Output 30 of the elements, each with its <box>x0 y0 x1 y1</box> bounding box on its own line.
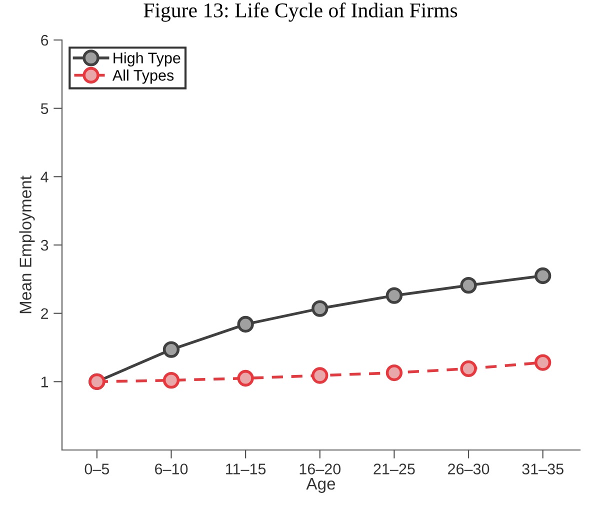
y-tick-label: 6 <box>41 34 48 46</box>
point <box>386 364 403 382</box>
point <box>386 287 403 304</box>
point <box>460 276 477 294</box>
point <box>237 316 254 333</box>
x-tick-label: 21–25 <box>374 464 415 474</box>
chart-title: Figure 13: Life Cycle of Indian Firms <box>144 2 458 22</box>
y-tick-label: 4 <box>40 172 48 182</box>
point <box>237 370 254 387</box>
point <box>312 300 328 317</box>
y-tick-label: 2 <box>41 308 48 319</box>
point <box>162 341 180 358</box>
point <box>534 354 552 371</box>
x-tick-label: 0–5 <box>84 464 110 474</box>
x-tick-label: 11–15 <box>226 464 266 474</box>
legend-label: All Types <box>112 70 174 84</box>
y-tick-label: 1 <box>41 376 48 388</box>
x-axis-title: Age <box>306 478 336 493</box>
point <box>312 367 328 384</box>
x-tick-label: 26–30 <box>448 464 490 474</box>
y-tick-label: 3 <box>40 240 48 251</box>
legend-label: High Type <box>114 52 180 66</box>
point <box>162 372 180 389</box>
x-tick-label: 31–35 <box>522 464 564 474</box>
x-tick-label: 6–10 <box>155 464 188 474</box>
y-tick-label: 5 <box>40 103 48 114</box>
x-tick-label: 16–20 <box>300 464 341 474</box>
point <box>534 267 552 284</box>
point <box>460 360 477 378</box>
y-axis-title: Mean Employment <box>19 176 35 314</box>
